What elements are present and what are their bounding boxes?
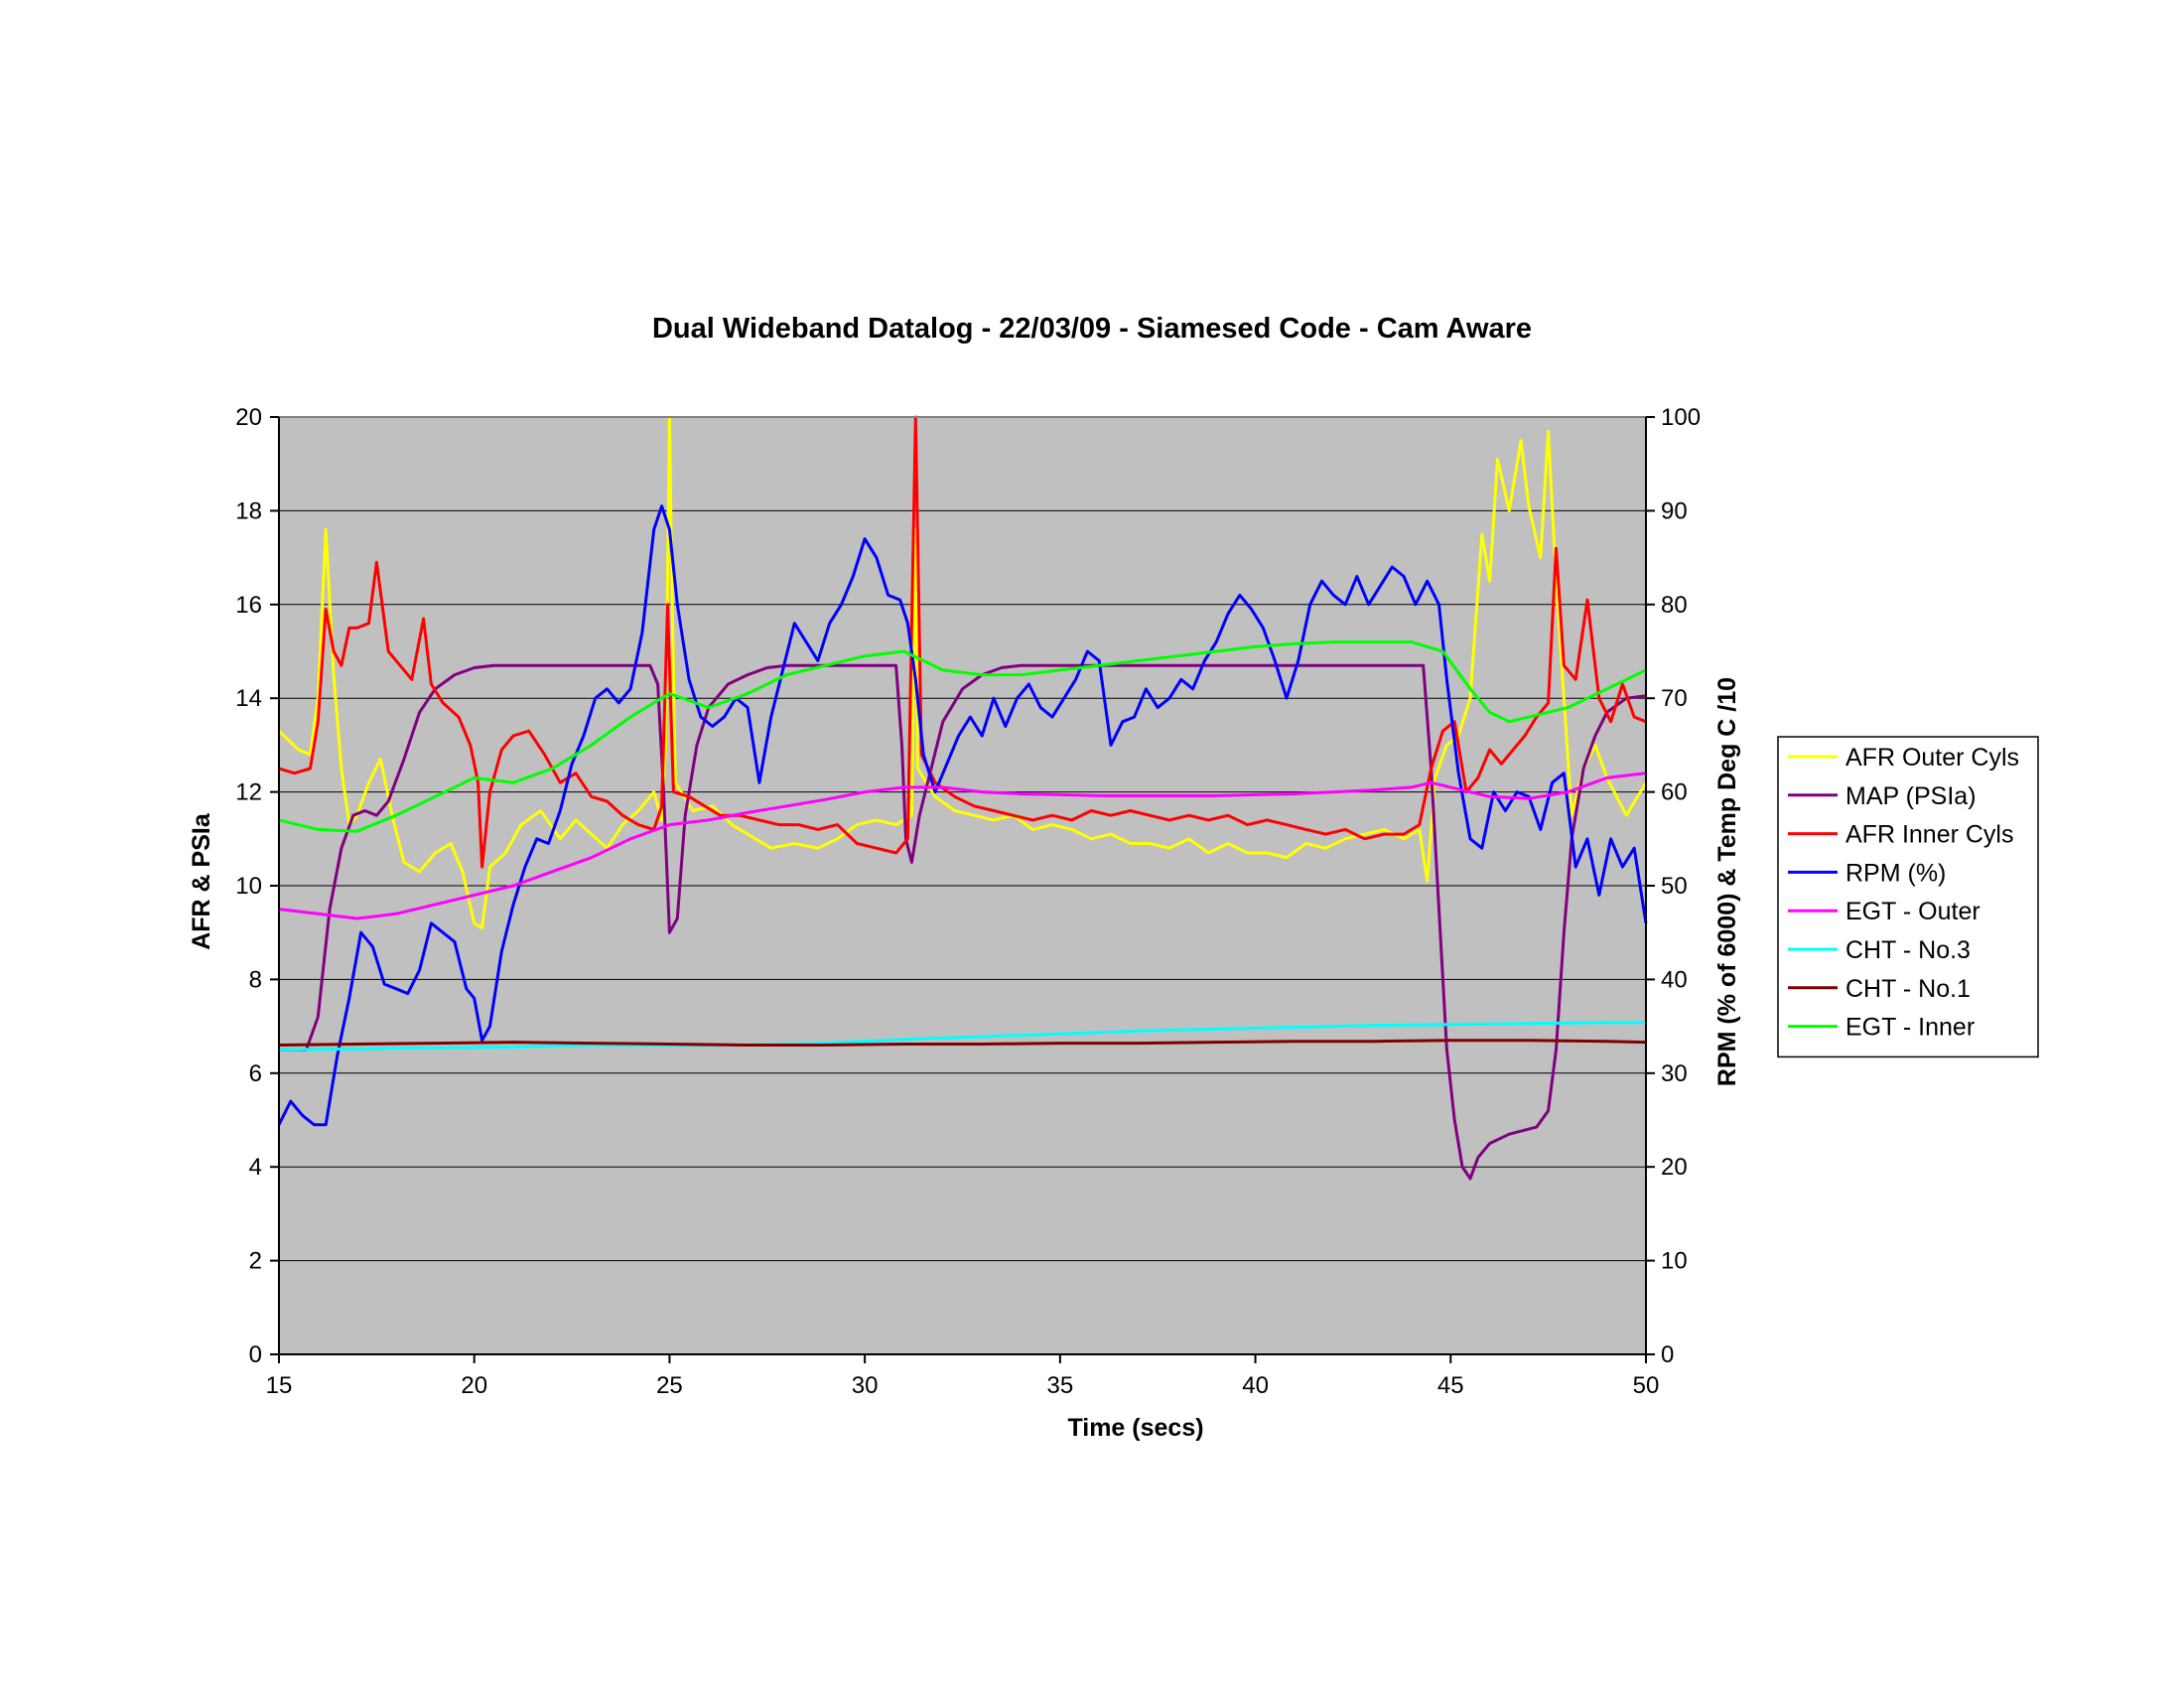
series-line-rpm	[277, 504, 1648, 1127]
y-right-tick-label: 20	[1661, 1154, 1688, 1181]
x-tick-label: 40	[1242, 1372, 1269, 1399]
y-right-tick-label: 0	[1661, 1341, 1674, 1368]
legend-label: MAP (PSIa)	[1845, 782, 1977, 810]
y-right-tick-label: 100	[1661, 404, 1701, 431]
y-right-tick-label: 30	[1661, 1060, 1688, 1087]
series-line-map-psia	[279, 663, 1647, 1181]
plot-area	[279, 416, 1646, 1355]
legend: AFR Outer Cyls MAP (PSIa) AFR Inner Cyls RP…	[1777, 736, 2039, 1058]
chart-title: Dual Wideband Datalog - 22/03/09 - Siame…	[652, 313, 1532, 345]
x-tick-label: 50	[1633, 1372, 1660, 1399]
legend-label: AFR Outer Cyls	[1845, 744, 2019, 772]
y-left-tick-label: 4	[249, 1154, 262, 1181]
legend-label: RPM (%)	[1845, 859, 1946, 887]
y-left-tick-label: 12	[235, 779, 262, 806]
y-left-tick-label: 16	[235, 592, 262, 619]
y-right-tick-label: 70	[1661, 685, 1688, 712]
series-layer	[277, 415, 1648, 1181]
y-left-tick-label: 0	[249, 1341, 262, 1368]
legend-label: AFR Inner Cyls	[1845, 821, 2013, 849]
y-right-tick-label: 40	[1661, 966, 1688, 993]
y-axis-left-title: AFR & PSIa	[188, 812, 215, 950]
y-left-tick-label: 2	[249, 1248, 262, 1275]
y-left-tick-label: 18	[235, 497, 262, 524]
x-tick-label: 20	[461, 1372, 487, 1399]
legend-label: EGT - Outer	[1845, 898, 1980, 925]
series-line-cht-no-1	[278, 1039, 1647, 1047]
series-line-afr-outer-cyls	[277, 415, 1648, 929]
x-tick-label: 45	[1437, 1372, 1464, 1399]
y-right-tick-label: 60	[1661, 779, 1688, 806]
x-axis-title: Time (secs)	[1067, 1414, 1203, 1442]
legend-label: EGT - Inner	[1845, 1014, 1975, 1042]
y-right-tick-label: 80	[1661, 592, 1688, 619]
legend-label: CHT - No.1	[1845, 975, 1971, 1003]
x-tick-label: 30	[852, 1372, 879, 1399]
x-tick-label: 15	[266, 1372, 293, 1399]
y-left-tick-label: 10	[235, 873, 262, 900]
y-left-tick-label: 8	[249, 966, 262, 993]
axes-layer: 0 2 4 6 8 10 12 14 16 18 20 0 10 20 30 40 50 60 70 80 90 100 1…	[235, 404, 1701, 1399]
y-left-tick-label: 14	[235, 685, 262, 712]
y-right-tick-label: 50	[1661, 873, 1688, 900]
x-tick-label: 35	[1047, 1372, 1074, 1399]
y-left-tick-label: 20	[235, 404, 262, 431]
legend-label: CHT - No.3	[1845, 936, 1971, 964]
y-right-tick-label: 90	[1661, 497, 1688, 524]
x-tick-label: 25	[656, 1372, 683, 1399]
y-axis-right-title: RPM (% of 6000) & Temp Deg C /10	[1713, 677, 1741, 1086]
y-left-tick-label: 6	[249, 1060, 262, 1087]
y-right-tick-label: 10	[1661, 1248, 1688, 1275]
series-line-cht-no-3	[278, 1021, 1646, 1052]
series-line-egt-inner	[278, 640, 1647, 833]
series-line-egt-outer	[278, 772, 1647, 920]
legend-box	[1777, 736, 2039, 1058]
